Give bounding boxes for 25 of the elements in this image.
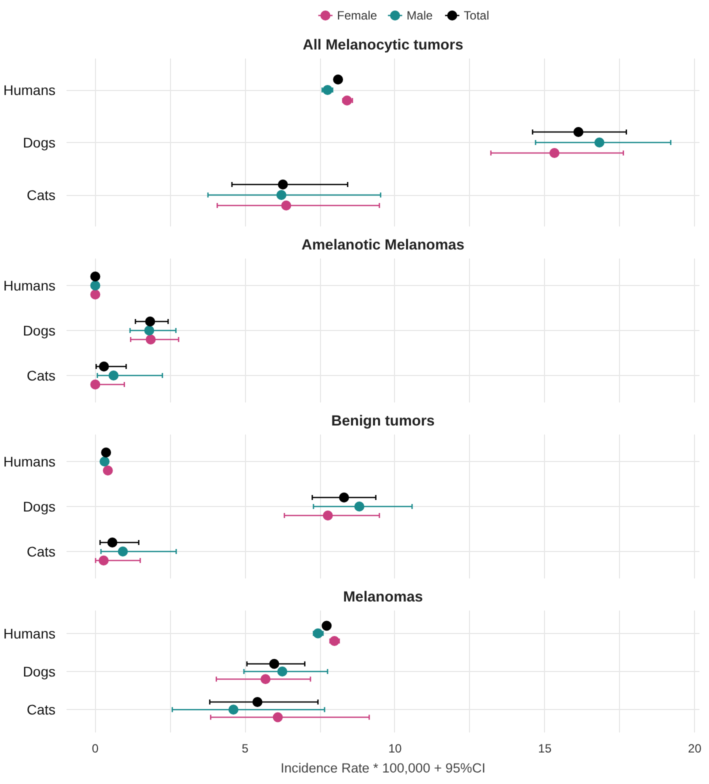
y-tick-label: Humans (3, 454, 56, 470)
chart-title: All Melanocytic tumors (302, 38, 464, 54)
y-tick-label: Dogs (22, 498, 56, 514)
y-tick-label: Cats (26, 702, 56, 718)
y-tick-label: Humans (3, 82, 56, 98)
y-tick-label: Humans (3, 625, 56, 642)
x-axis-title: Incidence Rate * 100,000 + 95%CI (280, 760, 486, 776)
y-tick-label: Cats (26, 187, 56, 203)
chart-title: Melanomas (343, 590, 423, 606)
legend-label: Female (337, 8, 378, 22)
y-tick-label: Dogs (22, 134, 56, 150)
x-tick-label: 20 (688, 742, 702, 756)
chart-title: Amelanotic Melanomas (302, 238, 464, 254)
legend-label: Total (464, 8, 490, 22)
y-tick-label: Cats (26, 544, 56, 560)
chart-title: Benign tumors (331, 414, 435, 430)
x-tick-label: 0 (92, 742, 99, 756)
x-tick-label: 5 (242, 742, 249, 756)
legend-label: Male (406, 8, 433, 22)
y-tick-label: Humans (3, 278, 56, 294)
x-tick-label: 15 (538, 742, 552, 756)
y-tick-label: Cats (26, 368, 56, 384)
y-tick-label: Dogs (22, 322, 56, 338)
x-tick-label: 10 (388, 742, 402, 756)
y-tick-label: Dogs (22, 664, 56, 680)
